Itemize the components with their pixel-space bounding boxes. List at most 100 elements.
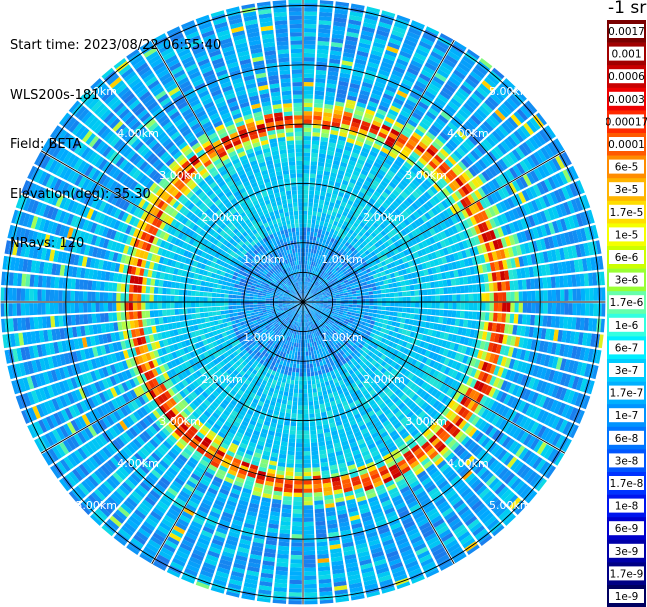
ray-cell: [468, 311, 473, 320]
ray-cell: [336, 303, 341, 306]
ray-cell: [568, 289, 573, 301]
ray-cell: [399, 50, 412, 59]
ray-cell: [304, 289, 307, 294]
ray-cell: [313, 119, 322, 125]
ray-cell: [303, 513, 314, 518]
ray-cell: [304, 0, 318, 4]
ray-cell: [308, 397, 313, 402]
ray-cell: [380, 310, 386, 315]
ray-cell: [313, 232, 318, 237]
ray-cell: [480, 283, 486, 292]
ray-cell: [334, 105, 344, 111]
ray-cell: [287, 454, 295, 460]
ray-cell: [356, 101, 367, 109]
ray-cell: [285, 471, 294, 477]
ray-cell: [360, 228, 367, 234]
ray-cell: [378, 169, 387, 177]
ray-cell: [396, 58, 409, 67]
ray-cell: [465, 99, 478, 111]
ray-cell: [455, 65, 468, 77]
ray-cell: [380, 289, 386, 294]
ray-cell: [396, 14, 411, 23]
ray-cell: [335, 177, 343, 184]
ray-cell: [377, 294, 382, 298]
ray-cell: [325, 254, 330, 259]
ray-cell: [304, 322, 306, 327]
ray-cell: [366, 135, 375, 143]
ray-cell: [437, 93, 449, 104]
ray-cell: [307, 292, 311, 296]
ray-cell: [344, 39, 358, 46]
ray-cell: [373, 161, 382, 169]
ray-cell: [447, 287, 453, 294]
ray-cell: [493, 312, 498, 322]
ray-cell: [521, 314, 527, 325]
ray-cell: [420, 69, 433, 79]
ray-cell: [296, 343, 299, 348]
ray-cell: [413, 148, 423, 157]
ray-cell: [309, 261, 312, 266]
ray-cell: [340, 214, 346, 221]
ray-cell: [346, 137, 355, 144]
ray-cell: [295, 447, 303, 452]
ray-cell: [339, 76, 350, 83]
ray-cell: [323, 170, 331, 176]
ray-cell: [326, 245, 331, 251]
ray-cell: [315, 525, 326, 530]
ray-cell: [292, 525, 303, 531]
ray-cell: [354, 62, 366, 70]
ray-cell: [305, 290, 308, 295]
ray-cell: [308, 252, 311, 257]
ray-cell: [338, 191, 345, 198]
ray-cell: [308, 405, 314, 410]
ray-cell: [348, 15, 363, 22]
ray-cell: [310, 169, 317, 174]
ray-cell: [311, 148, 319, 154]
ray-cell: [309, 409, 315, 414]
ray-cell: [429, 144, 439, 154]
ray-cell: [351, 291, 357, 294]
ray-cell: [359, 38, 372, 46]
ray-cell: [312, 132, 321, 137]
ray-cell: [286, 463, 294, 468]
ray-cell: [426, 147, 436, 157]
ray-cell: [303, 501, 313, 506]
ray-cell: [364, 214, 371, 222]
ray-cell: [329, 58, 341, 65]
ray-cell: [401, 78, 414, 87]
ray-cell: [593, 303, 598, 317]
ray-cell: [295, 376, 299, 381]
ray-cell: [303, 496, 313, 502]
ray-cell: [369, 169, 378, 176]
ray-cell: [424, 90, 436, 100]
ray-cell: [370, 93, 381, 101]
ray-cell: [348, 299, 353, 302]
ray-cell: [280, 382, 286, 388]
ray-cell: [313, 203, 319, 208]
ray-cell: [293, 505, 303, 510]
ray-cell: [303, 127, 312, 132]
ray-cell: [314, 404, 320, 410]
ray-cell: [381, 302, 386, 306]
ray-cell: [303, 355, 306, 361]
ray-cell: [337, 246, 342, 252]
ray-cell: [293, 501, 303, 506]
ray-cell: [348, 304, 353, 307]
ray-cell: [405, 313, 411, 319]
ray-cell: [438, 316, 444, 324]
ray-cell: [395, 93, 406, 102]
ray-cell: [300, 322, 302, 327]
ray-cell: [316, 267, 320, 273]
ray-cell: [481, 302, 486, 311]
ray-cell: [314, 262, 318, 268]
ray-cell: [430, 104, 442, 114]
ray-cell: [312, 136, 320, 141]
ray-cell: [289, 363, 293, 368]
ray-cell: [290, 425, 296, 431]
ray-cell: [311, 248, 314, 254]
ray-cell: [313, 483, 322, 489]
ray-cell: [369, 53, 382, 61]
ray-cell: [312, 467, 321, 472]
ray-cell: [357, 158, 365, 166]
ray-cell: [308, 194, 314, 199]
